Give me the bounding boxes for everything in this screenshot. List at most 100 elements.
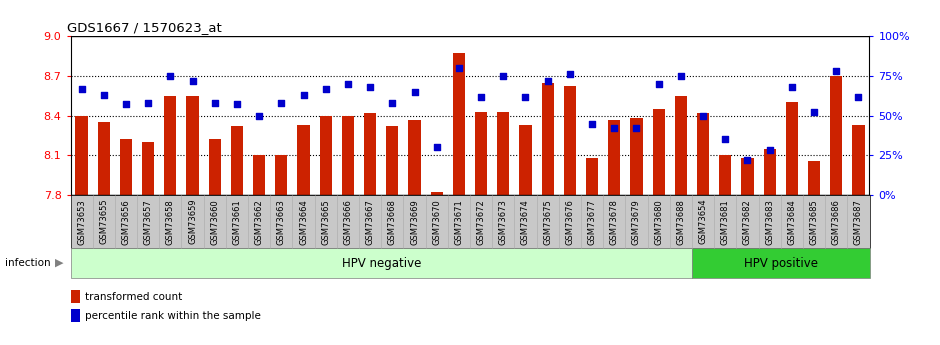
Text: GSM73673: GSM73673 [499, 199, 508, 245]
Text: transformed count: transformed count [85, 292, 181, 302]
Text: GSM73660: GSM73660 [211, 199, 219, 245]
Text: GSM73669: GSM73669 [410, 199, 419, 245]
Point [474, 94, 489, 99]
Text: GSM73686: GSM73686 [832, 199, 840, 245]
Point [495, 73, 510, 79]
Point [118, 102, 133, 107]
Bar [342, 116, 354, 195]
Text: GSM73663: GSM73663 [277, 199, 286, 245]
Text: GSM73672: GSM73672 [477, 199, 486, 245]
Bar [408, 120, 420, 195]
Bar [98, 122, 110, 195]
Text: GSM73665: GSM73665 [321, 199, 330, 245]
Text: infection: infection [5, 258, 51, 268]
Text: GSM73667: GSM73667 [366, 199, 375, 245]
Bar [142, 142, 154, 195]
Text: GSM73653: GSM73653 [77, 199, 86, 245]
Bar [853, 125, 865, 195]
Point [829, 68, 844, 74]
Bar [320, 116, 332, 195]
Text: GSM73654: GSM73654 [698, 199, 708, 245]
Text: GSM73677: GSM73677 [588, 199, 597, 245]
Text: GSM73671: GSM73671 [454, 199, 463, 245]
Point [74, 86, 89, 91]
Bar [186, 96, 198, 195]
Bar [564, 87, 576, 195]
Bar [231, 126, 243, 195]
Point [296, 92, 311, 98]
Text: GSM73682: GSM73682 [743, 199, 752, 245]
Bar [652, 109, 665, 195]
Text: GSM73664: GSM73664 [299, 199, 308, 245]
Point [252, 113, 267, 118]
Bar [475, 111, 487, 195]
Text: GSM73683: GSM73683 [765, 199, 775, 245]
Bar [297, 125, 309, 195]
Point [274, 100, 289, 106]
Text: GSM73680: GSM73680 [654, 199, 663, 245]
Point [518, 94, 533, 99]
Point [562, 71, 577, 77]
Text: GSM73687: GSM73687 [854, 199, 863, 245]
Bar [386, 126, 399, 195]
Text: GSM73661: GSM73661 [232, 199, 242, 245]
Bar [763, 149, 776, 195]
Point [141, 100, 156, 106]
Text: GSM73678: GSM73678 [610, 199, 619, 245]
Bar [520, 125, 532, 195]
Text: GSM73676: GSM73676 [565, 199, 574, 245]
Point [784, 84, 799, 90]
Point [363, 84, 378, 90]
Point [185, 78, 200, 83]
Text: GSM73670: GSM73670 [432, 199, 441, 245]
Point [319, 86, 334, 91]
Text: GSM73684: GSM73684 [788, 199, 796, 245]
Text: GSM73685: GSM73685 [809, 199, 819, 245]
Bar [75, 116, 87, 195]
Bar [120, 139, 133, 195]
Point [606, 126, 621, 131]
Point [696, 113, 711, 118]
Text: percentile rank within the sample: percentile rank within the sample [85, 311, 260, 321]
Point [651, 81, 666, 87]
Bar [253, 155, 265, 195]
Text: GSM73659: GSM73659 [188, 199, 197, 245]
Text: GSM73674: GSM73674 [521, 199, 530, 245]
Point [430, 145, 445, 150]
Point [451, 65, 466, 71]
Text: GSM73679: GSM73679 [632, 199, 641, 245]
Point [229, 102, 244, 107]
Point [740, 157, 755, 163]
Bar [631, 118, 643, 195]
Point [673, 73, 688, 79]
Bar [807, 160, 820, 195]
Text: GSM73662: GSM73662 [255, 199, 263, 245]
Bar [453, 53, 465, 195]
Point [163, 73, 178, 79]
Bar [497, 111, 509, 195]
Text: GSM73658: GSM73658 [165, 199, 175, 245]
Text: GDS1667 / 1570623_at: GDS1667 / 1570623_at [67, 21, 221, 34]
Bar [541, 82, 554, 195]
Point [629, 126, 644, 131]
Bar [164, 96, 177, 195]
Text: GSM73655: GSM73655 [100, 199, 108, 245]
Text: ▶: ▶ [55, 258, 64, 268]
Text: GSM73657: GSM73657 [144, 199, 152, 245]
Bar [742, 158, 754, 195]
Text: GSM73666: GSM73666 [343, 199, 352, 245]
Point [807, 110, 822, 115]
Bar [209, 139, 221, 195]
Bar [275, 155, 288, 195]
Point [585, 121, 600, 126]
Text: GSM73675: GSM73675 [543, 199, 552, 245]
Bar [675, 96, 687, 195]
Point [384, 100, 400, 106]
Bar [786, 102, 798, 195]
Point [762, 148, 777, 153]
Bar [364, 113, 376, 195]
Text: GSM73681: GSM73681 [721, 199, 729, 245]
Point [207, 100, 222, 106]
Bar [697, 113, 709, 195]
Text: GSM73688: GSM73688 [677, 199, 685, 245]
